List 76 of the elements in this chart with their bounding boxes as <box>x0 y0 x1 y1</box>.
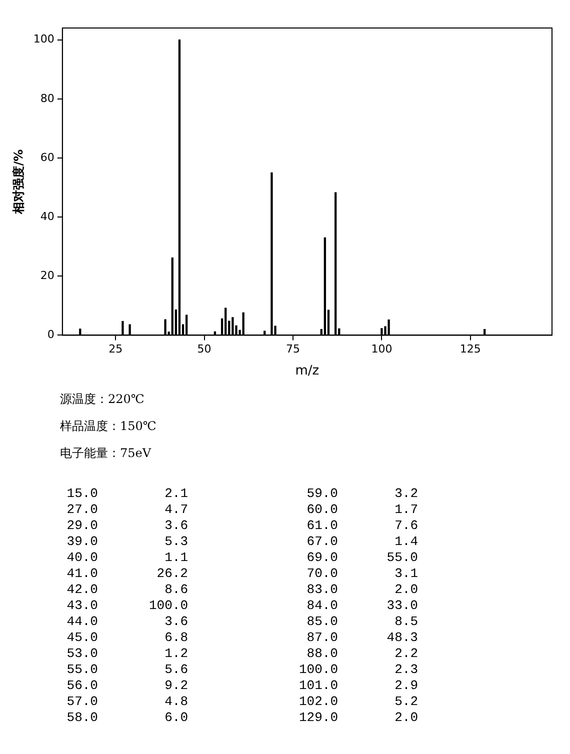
y-axis-title: 相对强度/% <box>11 149 26 215</box>
x-tick-label: 50 <box>197 342 212 356</box>
y-tick-label: 0 <box>47 328 54 342</box>
text: 43.0 <box>66 598 98 613</box>
text: 1.4 <box>394 534 418 549</box>
text: 41.0 <box>66 566 98 581</box>
text: 2.1 <box>164 486 188 501</box>
text: 6.8 <box>164 630 188 645</box>
text: 58.0 <box>66 710 98 725</box>
text: 39.0 <box>66 534 98 549</box>
y-tick-label: 60 <box>40 150 54 164</box>
text: 2.0 <box>394 582 418 597</box>
text: 8.5 <box>394 614 418 629</box>
text: 33.0 <box>386 598 418 613</box>
text: 55.0 <box>386 550 418 565</box>
text: 1.7 <box>394 502 418 517</box>
text: 101.0 <box>298 678 338 693</box>
text: 2.3 <box>394 662 418 677</box>
text: 87.0 <box>306 630 338 645</box>
x-tick-label: 25 <box>108 342 123 356</box>
x-tick-label: 75 <box>286 342 300 356</box>
text: 2.9 <box>394 678 418 693</box>
x-axis-title: m/z <box>295 364 320 379</box>
text: 129.0 <box>298 710 338 725</box>
text: 15.0 <box>66 486 98 501</box>
text: 55.0 <box>66 662 98 677</box>
text: 60.0 <box>306 502 338 517</box>
text: 9.2 <box>164 678 188 693</box>
text: 3.6 <box>164 614 188 629</box>
text: 3.2 <box>394 486 418 501</box>
text: 1.2 <box>164 646 188 661</box>
x-tick-label: 100 <box>371 342 392 356</box>
text: 样品温度：150℃ <box>60 418 158 435</box>
text: 26.2 <box>156 566 188 581</box>
text: 48.3 <box>386 630 418 645</box>
text: 84.0 <box>306 598 338 613</box>
text: 5.2 <box>394 694 418 709</box>
text: 85.0 <box>306 614 338 629</box>
text: 29.0 <box>66 518 98 533</box>
text: 源温度：220℃ <box>60 391 146 408</box>
text: 69.0 <box>306 550 338 565</box>
y-tick-label: 20 <box>40 268 54 282</box>
text: 4.7 <box>164 502 188 517</box>
text: 40.0 <box>66 550 98 565</box>
y-tick-label: 40 <box>40 210 54 223</box>
text: 70.0 <box>306 566 338 581</box>
text: 102.0 <box>298 694 338 709</box>
text: 42.0 <box>66 582 98 597</box>
text: 2.0 <box>394 710 418 725</box>
y-tick-label: 100 <box>33 32 54 46</box>
text: 3.6 <box>164 518 188 533</box>
text: 1.1 <box>164 550 188 565</box>
x-tick-label: 125 <box>460 342 481 356</box>
text: 电子能量：75eV <box>60 445 152 462</box>
text: 67.0 <box>306 534 338 549</box>
text: 6.0 <box>164 710 188 725</box>
text: 3.1 <box>394 566 418 581</box>
text: 88.0 <box>306 646 338 661</box>
y-tick-label: 80 <box>40 92 54 105</box>
text: 8.6 <box>164 582 188 597</box>
text: 44.0 <box>66 614 98 629</box>
text: 5.3 <box>164 534 188 549</box>
text: 100.0 <box>148 598 188 613</box>
text: 57.0 <box>66 694 98 709</box>
text: 2.2 <box>394 646 418 661</box>
text: 45.0 <box>66 630 98 645</box>
text: 100.0 <box>298 662 338 677</box>
text: 53.0 <box>66 646 98 661</box>
text: 61.0 <box>306 518 338 533</box>
text: 4.8 <box>164 694 188 709</box>
text: 5.6 <box>164 662 188 677</box>
text: 7.6 <box>394 518 418 533</box>
text: 83.0 <box>306 582 338 597</box>
text: 56.0 <box>66 678 98 693</box>
text: 59.0 <box>306 486 338 501</box>
text: 27.0 <box>66 502 98 517</box>
